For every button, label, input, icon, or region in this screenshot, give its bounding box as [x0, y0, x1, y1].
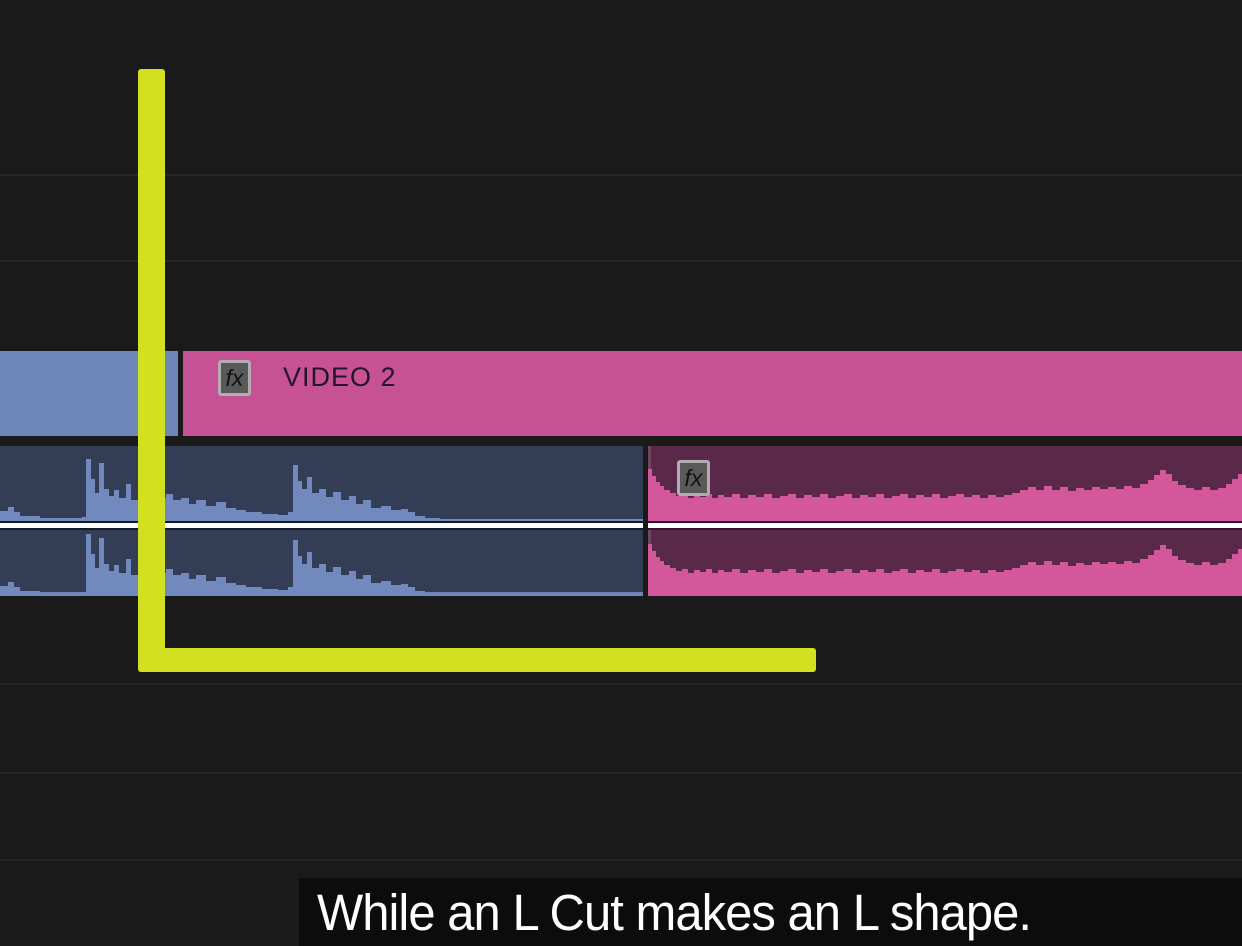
caption-bar: While an L Cut makes an L shape. — [299, 878, 1242, 946]
caption-text: While an L Cut makes an L shape. — [317, 883, 1032, 941]
waveform — [648, 544, 1242, 596]
audio-clip-left[interactable] — [0, 446, 643, 596]
video-clip-video2[interactable]: fx VIDEO 2 — [183, 351, 1242, 436]
track-divider — [0, 260, 1242, 262]
waveform — [648, 469, 1242, 521]
l-cut-annotation-vertical-bar — [138, 69, 165, 672]
track-divider — [0, 859, 1242, 861]
track-divider — [0, 174, 1242, 176]
channel-divider-line — [0, 521, 643, 530]
audio-channel-1 — [648, 446, 1242, 521]
track-divider — [0, 772, 1242, 774]
audio-channel-1 — [0, 446, 643, 521]
audio-channel-2 — [648, 530, 1242, 596]
video-clip-label: VIDEO 2 — [283, 362, 397, 392]
channel-divider-line — [648, 521, 1242, 530]
audio-clip-right[interactable]: fx — [648, 446, 1242, 596]
waveform — [0, 459, 643, 521]
l-cut-annotation-horizontal-bar — [138, 648, 816, 672]
waveform — [0, 534, 643, 596]
track-divider — [0, 683, 1242, 685]
fx-badge-icon[interactable]: fx — [677, 460, 710, 496]
fx-badge-icon[interactable]: fx — [218, 360, 251, 396]
audio-channel-2 — [0, 530, 643, 596]
